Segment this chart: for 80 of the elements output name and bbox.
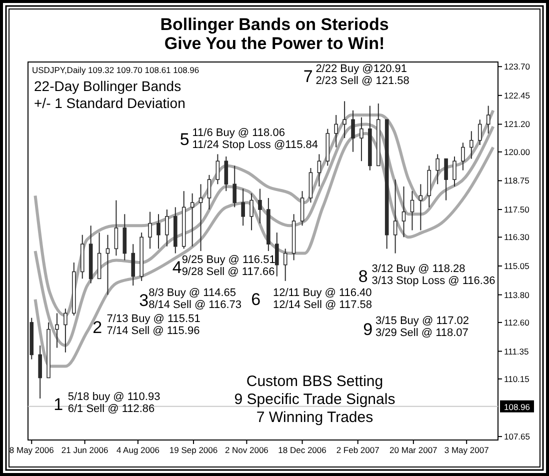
candlestick: [241, 188, 245, 226]
candlestick: [402, 186, 406, 238]
candlestick: [444, 158, 448, 201]
candlestick: [393, 179, 398, 254]
candlestick: [165, 209, 169, 247]
candlestick: [461, 142, 465, 171]
annotation: 2: [92, 318, 102, 337]
x-tick-label: 19 Sep 2006: [169, 445, 218, 455]
annotation: 1: [54, 395, 64, 414]
candlestick: [334, 114, 338, 148]
y-tick-label: 113.80: [504, 290, 530, 300]
candlestick: [131, 244, 136, 286]
annotation: 6: [251, 290, 261, 309]
annotation: 3: [139, 291, 149, 310]
candlestick: [207, 174, 212, 210]
x-tick-label: 2 Feb 2007: [336, 445, 380, 455]
annotation: 5/18 buy @ 110.93 6/1 Sell @ 112.86: [68, 391, 160, 415]
annotation: Custom BBS Setting 9 Specific Trade Signals 7 Winning Trades: [234, 373, 396, 426]
candlestick: [317, 154, 322, 187]
x-tick-label: 20 Mar 2007: [390, 445, 438, 455]
annotation: 7/13 Buy @ 115.51 7/14 Sell @ 115.96: [106, 313, 200, 337]
annotation: 8/3 Buy @ 114.65 8/14 Sell @ 116.73: [148, 287, 242, 311]
candlestick: [360, 116, 364, 162]
y-tick-label: 110.15: [504, 374, 530, 384]
y-tick-label: 116.30: [504, 232, 530, 242]
candlestick: [232, 165, 237, 208]
x-tick-label: 4 Aug 2006: [116, 445, 160, 455]
annotation: 7: [303, 67, 313, 86]
candlestick: [486, 105, 490, 134]
candlestick: [250, 192, 254, 231]
ref-line-label: 108.96: [504, 402, 530, 412]
x-tick-label: 21 Jun 2006: [61, 445, 108, 455]
candlestick: [274, 232, 279, 277]
y-tick-label: 123.70: [504, 62, 530, 72]
y-tick-label: 107.65: [504, 432, 530, 442]
candlestick: [64, 308, 68, 353]
x-tick-label: 8 May 2006: [9, 445, 54, 455]
y-tick-label: 118.75: [504, 176, 530, 186]
annotation: 9/25 Buy @ 116.51 9/28 Sell @ 117.66: [182, 254, 276, 278]
annotation: 12/11 Buy @ 116.40 12/14 Sell @ 117.58: [272, 287, 372, 311]
annotation: 8: [358, 267, 368, 286]
y-tick-label: 112.60: [504, 317, 530, 328]
annotation: 9: [363, 320, 373, 339]
candlestick: [198, 184, 203, 252]
y-tick-label: 122.45: [504, 90, 530, 100]
annotation: USDJPY,Daily 109.32 109.70 108.61 108.96: [32, 65, 200, 75]
y-tick-label: 115.05: [504, 260, 530, 271]
annotation: 5: [180, 130, 190, 149]
candlestick: [410, 190, 414, 231]
candlestick: [283, 248, 288, 282]
candlestick: [224, 156, 228, 192]
annotation: 4: [172, 258, 182, 277]
candlestick: [470, 130, 474, 160]
y-tick-label: 120.00: [504, 146, 530, 157]
candlestick: [436, 154, 440, 185]
candlestick: [300, 190, 304, 226]
text: 22-Day Bollinger Bands +/- 1 Standard Deviation: [34, 78, 186, 111]
candlestick: [148, 211, 152, 250]
candlestick: [342, 100, 346, 139]
annotation: 3/12 Buy @ 118.28 3/13 Stop Loss @ 116.36: [372, 263, 496, 287]
candlestick: [258, 188, 262, 224]
y-tick-label: 121.20: [504, 119, 530, 130]
candlestick: [452, 156, 456, 187]
candlestick: [55, 312, 59, 348]
annotation: 11/6 Buy @ 118.06 11/24 Stop Loss @115.84: [192, 127, 318, 151]
candlestick: [38, 345, 42, 400]
chart-title: Bollinger Bands on Steriods Give You the Power to Win!: [160, 15, 389, 53]
candlestick: [190, 192, 194, 247]
candlestick: [351, 110, 355, 152]
x-tick-label: 18 Dec 2006: [278, 445, 327, 455]
y-tick-label: 117.50: [504, 204, 530, 215]
annotation: 3/15 Buy @ 117.02 3/29 Sell @ 118.07: [376, 315, 470, 339]
x-tick-label: 2 Nov 2006: [224, 445, 269, 455]
candlestick: [478, 119, 482, 146]
candlestick: [114, 200, 118, 256]
x-tick-label: 3 May 2007: [444, 445, 490, 455]
candlestick: [156, 214, 160, 250]
annotation: 2/22 Buy @120.91 2/23 Sell @ 121.58: [316, 63, 410, 87]
y-tick-label: 111.35: [504, 346, 530, 356]
candlestick: [216, 154, 220, 185]
